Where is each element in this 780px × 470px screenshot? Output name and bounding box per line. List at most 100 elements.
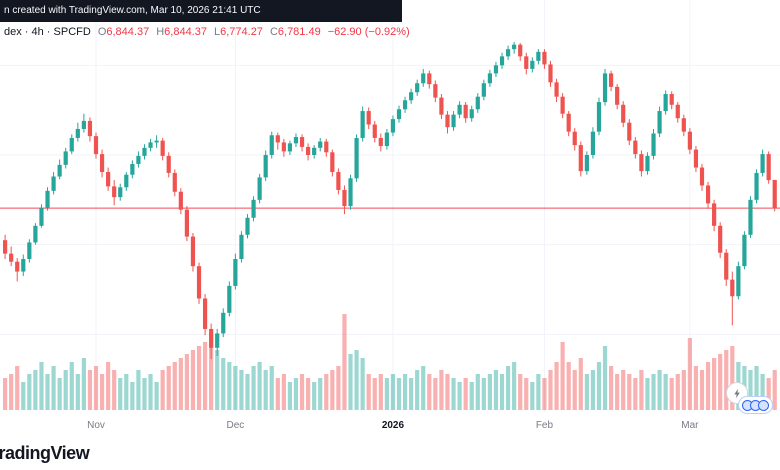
volume-bar <box>730 346 735 410</box>
candle-body <box>45 190 50 208</box>
volume-bar <box>566 362 571 410</box>
candle-body <box>93 136 99 155</box>
volume-bar <box>299 374 305 410</box>
volume-bar <box>505 366 511 410</box>
candle-body <box>130 163 135 175</box>
candle-body <box>487 73 492 84</box>
candle-body <box>548 64 553 83</box>
candle-body <box>318 141 323 148</box>
candle-body <box>118 187 123 198</box>
volume-bar <box>609 366 614 410</box>
volume-bar <box>487 374 492 410</box>
volume-bar <box>287 382 293 410</box>
candle-body <box>651 133 656 156</box>
volume-bar <box>433 378 438 410</box>
candle-body <box>554 82 559 97</box>
attribution-text: n created with TradingView.com, Mar 10, … <box>4 5 261 16</box>
candle-body <box>87 120 93 137</box>
volume-bar <box>554 362 559 410</box>
volume-bar <box>633 378 638 410</box>
candle-body <box>421 73 426 84</box>
volume-bar <box>663 374 668 410</box>
volume-bar <box>245 374 250 410</box>
candle-body <box>687 131 692 150</box>
candle-body <box>657 111 662 134</box>
candle-body <box>712 203 717 226</box>
candle-body <box>736 266 741 297</box>
candle-body <box>124 174 129 188</box>
candle-body <box>718 225 723 253</box>
volume-bar <box>324 374 329 410</box>
volume-bar <box>669 378 674 410</box>
candle-body <box>433 84 438 98</box>
volume-bar <box>766 378 771 410</box>
volume-bar <box>136 370 141 410</box>
reactions-widget[interactable] <box>738 396 773 414</box>
candle-body <box>524 56 529 69</box>
candle-body <box>233 259 238 286</box>
volume-bar <box>590 370 596 410</box>
volume-bar <box>99 374 105 410</box>
candle-body <box>75 128 80 138</box>
volume-bar <box>318 378 323 410</box>
x-axis-label: Feb <box>536 420 554 431</box>
candle-body <box>99 154 105 173</box>
volume-bar <box>712 358 717 410</box>
volume-bar <box>481 378 486 410</box>
candle-body <box>409 92 414 101</box>
volume-bar <box>469 382 474 410</box>
candle-body <box>493 65 499 74</box>
ohlc-high: H6,844.37 <box>156 26 207 38</box>
volume-bar <box>312 382 317 410</box>
candle-body <box>439 97 444 115</box>
candle-body <box>627 122 632 141</box>
volume-bar <box>360 358 365 410</box>
candle-body <box>269 135 274 155</box>
candle-body <box>39 207 44 226</box>
candle-body <box>190 236 196 267</box>
candle-body <box>27 242 32 260</box>
candle-body <box>481 83 486 97</box>
volume-bar <box>93 366 99 410</box>
volume-bar <box>233 366 238 410</box>
candle-body <box>681 118 686 132</box>
volume-bar <box>281 374 286 410</box>
volume-bar <box>499 374 505 410</box>
symbol-title: dex · 4h · SPCFD <box>4 26 91 38</box>
volume-bar <box>293 378 299 410</box>
volume-bar <box>584 374 589 410</box>
volume-bar <box>451 378 456 410</box>
volume-bar <box>409 378 414 410</box>
volume-bar <box>306 378 311 410</box>
volume-bar <box>27 374 32 410</box>
candle-body <box>9 253 14 262</box>
candle-body <box>566 113 571 132</box>
tradingview-logo[interactable]: TradingView <box>0 443 90 463</box>
volume-bar <box>463 378 468 410</box>
volume-bar <box>530 382 535 410</box>
candle-body <box>512 44 517 50</box>
volume-bar <box>402 374 408 410</box>
candle-body <box>172 172 177 192</box>
candle-body <box>384 132 389 147</box>
candle-body <box>81 120 86 129</box>
candle-body <box>239 234 244 260</box>
volume-bar <box>524 378 529 410</box>
volume-bar <box>3 378 8 410</box>
volume-bar <box>396 378 402 410</box>
candle-body <box>724 252 729 280</box>
candle-body <box>366 111 371 125</box>
volume-bar <box>57 378 62 410</box>
volume-bar <box>378 374 383 410</box>
volume-bar <box>421 366 426 410</box>
candle-body <box>299 137 305 147</box>
volume-bar <box>548 370 553 410</box>
candle-body <box>69 137 74 152</box>
candle-body <box>221 312 226 334</box>
candle-body <box>396 109 402 120</box>
volume-bar <box>124 374 129 410</box>
volume-bar <box>651 374 656 410</box>
volume-bar <box>760 374 765 410</box>
candle-body <box>633 140 638 155</box>
volume-bar <box>354 350 359 410</box>
